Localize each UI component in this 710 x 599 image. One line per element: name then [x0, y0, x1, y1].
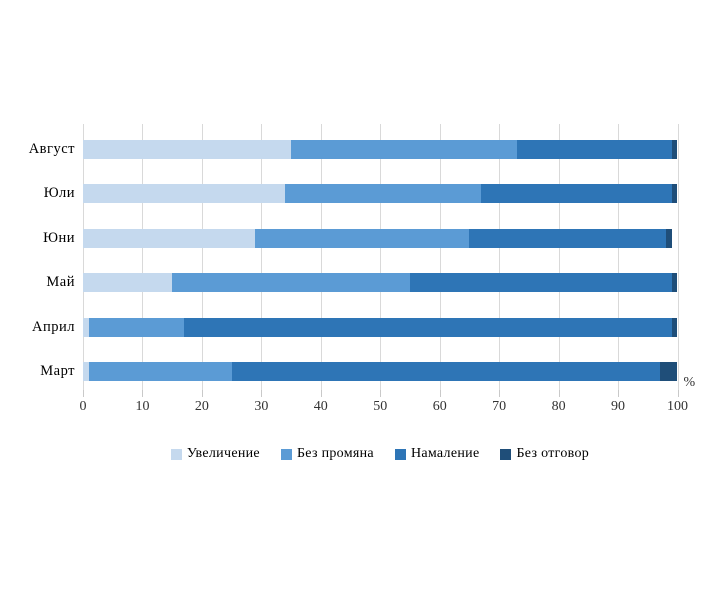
axis-tick-100 — [677, 390, 679, 397]
legend-swatch-icon — [500, 448, 512, 460]
gridline-30 — [261, 124, 263, 390]
x-tick-label-20: 20 — [194, 399, 209, 414]
bar-row-Април — [83, 317, 678, 337]
x-tick-label-0: 0 — [79, 399, 87, 414]
axis-tick-0 — [83, 390, 84, 397]
bar-row-Август — [83, 139, 678, 159]
gridline-100 — [677, 124, 679, 390]
axis-tick-40 — [320, 390, 322, 397]
category-label-Април: Април — [32, 318, 75, 335]
bar-segment-Намаление — [231, 362, 660, 381]
bar-segment-Увеличение — [83, 317, 89, 337]
bar-segment-Без отговор — [665, 228, 672, 248]
bar-segment-Без промяна — [172, 273, 410, 292]
bar-row-Юни — [83, 228, 672, 248]
axis-tick-70 — [499, 390, 501, 397]
axis-tick-10 — [142, 390, 144, 397]
bar-segment-Без отговор — [671, 273, 678, 292]
bar-segment-Без отговор — [671, 317, 678, 337]
bar-row-Май — [83, 273, 678, 292]
bar-segment-Намаление — [481, 184, 672, 203]
legend-swatch-icon — [170, 448, 182, 460]
x-tick-label-90: 90 — [611, 399, 626, 414]
gridline-80 — [558, 124, 560, 390]
plot-area — [83, 124, 679, 390]
category-label-Август: Август — [28, 140, 75, 157]
x-tick-label-70: 70 — [492, 399, 507, 414]
legend-label: Увеличение — [186, 446, 260, 461]
category-label-Юли: Юли — [43, 185, 75, 201]
gridline-10 — [142, 124, 144, 390]
bar-segment-Без отговор — [659, 362, 678, 381]
x-axis-unit-label: % — [683, 375, 696, 390]
x-tick-label-10: 10 — [135, 399, 150, 414]
bar-segment-Без отговор — [671, 139, 678, 159]
legend-label: Намаление — [410, 446, 480, 461]
legend-swatch-icon — [394, 448, 406, 460]
bar-segment-Без отговор — [671, 184, 678, 203]
legend-swatch-icon — [280, 448, 292, 460]
legend-item-Без промяна: Без промяна — [280, 446, 374, 462]
gridline-70 — [499, 124, 501, 390]
bar-segment-Увеличение — [83, 273, 173, 292]
bar-segment-Увеличение — [83, 139, 292, 159]
x-tick-label-30: 30 — [254, 399, 269, 414]
bar-segment-Намаление — [409, 273, 672, 292]
category-label-Март: Март — [40, 363, 75, 379]
bar-segment-Намаление — [469, 228, 666, 248]
gridline-60 — [439, 124, 441, 390]
bar-row-Юли — [83, 184, 678, 203]
bar-segment-Без промяна — [285, 184, 482, 203]
axis-tick-90 — [618, 390, 620, 397]
x-tick-label-100: 100 — [667, 399, 688, 414]
legend: Увеличение Без промяна Намаление Без отгово… — [0, 446, 710, 462]
category-label-Юни: Юни — [43, 229, 75, 246]
axis-tick-50 — [380, 390, 382, 397]
x-tick-label-40: 40 — [313, 399, 328, 414]
legend-label: Без отговор — [516, 446, 590, 461]
bar-segment-Увеличение — [83, 362, 89, 381]
bar-segment-Без промяна — [88, 362, 232, 381]
bar-segment-Без промяна — [88, 317, 185, 337]
bar-segment-Без промяна — [255, 228, 470, 248]
x-tick-label-60: 60 — [432, 399, 447, 414]
bar-segment-Без промяна — [291, 139, 517, 159]
legend-label: Без промяна — [296, 446, 374, 461]
axis-tick-30 — [261, 390, 263, 397]
bar-segment-Намаление — [516, 139, 672, 159]
legend-item-Увеличение: Увеличение — [170, 446, 260, 462]
category-label-Май: Май — [46, 274, 75, 290]
legend-item-Без отговор: Без отговор — [500, 446, 589, 462]
bar-segment-Увеличение — [83, 228, 256, 248]
x-tick-label-50: 50 — [373, 399, 388, 414]
gridline-0 — [83, 124, 84, 390]
axis-tick-60 — [439, 390, 441, 397]
gridline-20 — [201, 124, 203, 390]
x-tick-label-80: 80 — [551, 399, 566, 414]
bar-row-Март — [83, 362, 678, 381]
axis-tick-20 — [201, 390, 203, 397]
bar-segment-Намаление — [184, 317, 672, 337]
gridline-90 — [618, 124, 620, 390]
bar-segment-Увеличение — [83, 184, 286, 203]
legend-item-Намаление: Намаление — [394, 446, 480, 462]
gridline-50 — [380, 124, 382, 390]
axis-tick-80 — [558, 390, 560, 397]
gridline-40 — [320, 124, 322, 390]
